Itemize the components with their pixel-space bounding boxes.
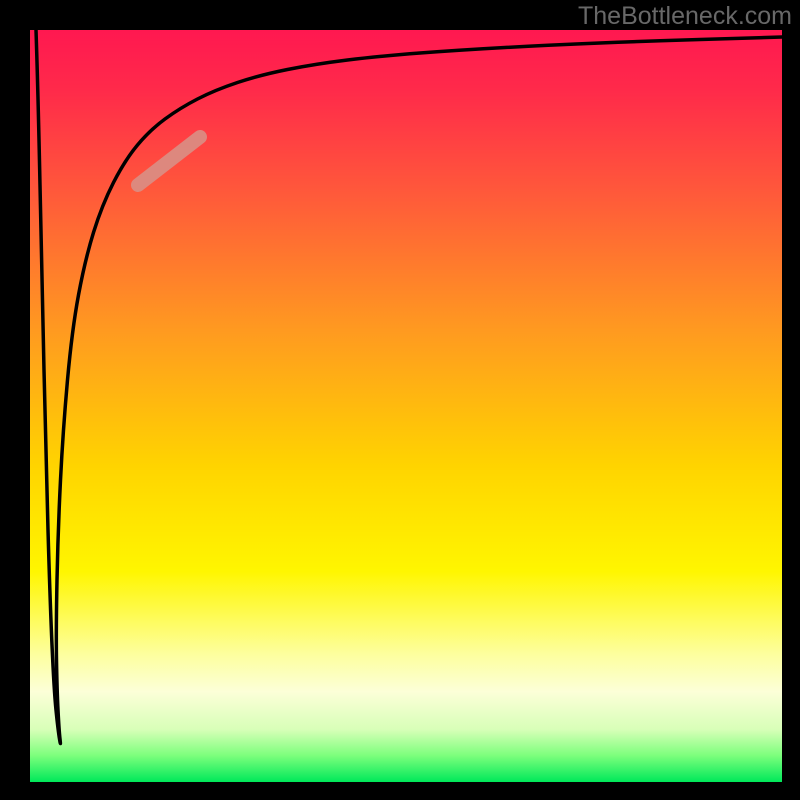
main-curve <box>36 30 782 744</box>
curve-layer <box>30 30 782 782</box>
watermark-text: TheBottleneck.com <box>578 2 792 31</box>
highlight-segment <box>138 137 200 185</box>
bottleneck-chart: TheBottleneck.com <box>0 0 800 800</box>
plot-area <box>30 30 782 782</box>
